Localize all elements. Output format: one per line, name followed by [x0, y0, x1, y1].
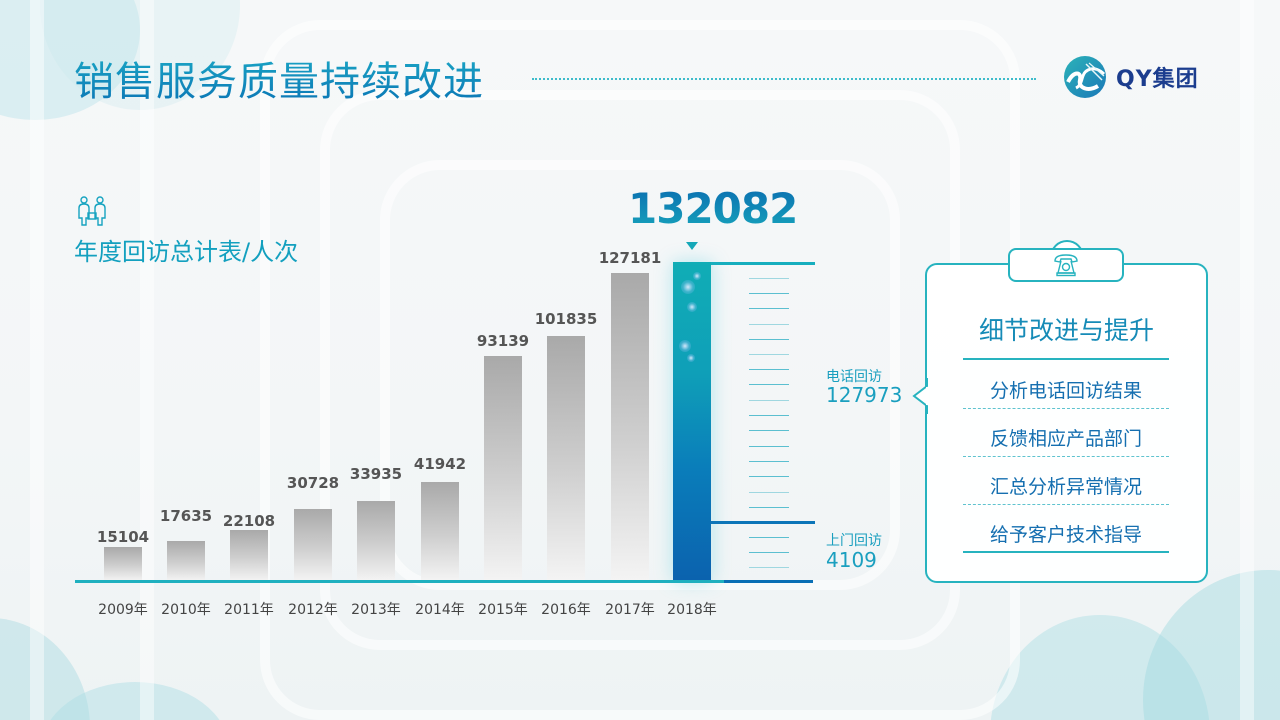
scale-tick	[749, 537, 789, 538]
x-axis-label: 2016年	[541, 602, 591, 618]
bar-2010	[167, 541, 205, 581]
scale-tick	[749, 552, 789, 553]
panel-list-item: 汇总分析异常情况	[989, 476, 1142, 498]
x-axis-label: 2010年	[161, 602, 211, 618]
x-axis-label: 2012年	[288, 602, 338, 618]
bar-value-label: 33935	[349, 465, 403, 483]
x-axis-label: 2009年	[98, 602, 148, 618]
panel-list-item: 反馈相应产品部门	[989, 428, 1142, 450]
bracket-vertical	[711, 262, 713, 582]
scale-tick	[749, 461, 789, 462]
bar-value-label: 15104	[96, 528, 150, 546]
bar-value-label: 127181	[598, 249, 662, 267]
bar-2014	[421, 482, 459, 581]
sparkle	[687, 302, 697, 312]
sparkle	[681, 280, 695, 294]
panel-item-divider	[963, 456, 1169, 457]
scale-tick	[749, 567, 789, 568]
phone-visit-label: 电话回访	[826, 369, 882, 385]
x-axis-label: 2014年	[415, 602, 465, 618]
business-people-icon	[78, 196, 106, 226]
bar-2013	[357, 501, 395, 581]
scale-tick	[749, 308, 789, 309]
phone-visit-value: 127973	[826, 383, 903, 407]
bar-2015	[484, 356, 522, 581]
panel-bottom-divider	[963, 551, 1169, 553]
chart-subtitle: 年度回访总计表/人次	[74, 238, 299, 266]
bracket-top-line	[711, 262, 815, 265]
panel-title-divider	[963, 358, 1169, 360]
onsite-visit-label: 上门回访	[826, 533, 882, 549]
bar-value-label: 22108	[222, 512, 276, 530]
scale-tick	[749, 446, 789, 447]
scale-tick	[749, 339, 789, 340]
bar-2009	[104, 547, 142, 581]
scale-tick	[749, 369, 789, 370]
x-axis-label: 2013年	[351, 602, 401, 618]
x-axis-label: 2017年	[605, 602, 655, 618]
scale-tick	[749, 400, 789, 401]
bar-2018-highlight	[673, 262, 712, 581]
chart-baseline-accent	[724, 580, 813, 583]
panel-list-item: 给予客户技术指导	[989, 524, 1142, 546]
panel-title: 细节改进与提升	[978, 316, 1154, 345]
scale-tick	[749, 476, 789, 477]
x-axis-label: 2015年	[478, 602, 528, 618]
panel-pointer-icon	[912, 378, 929, 414]
sparkle	[687, 354, 695, 362]
x-axis-label: 2018年	[667, 602, 717, 618]
scale-tick	[749, 278, 789, 279]
panel-item-divider	[963, 408, 1169, 409]
bar-2017	[611, 273, 649, 581]
scale-tick	[749, 324, 789, 325]
bar-value-label: 17635	[159, 507, 213, 525]
sparkle	[679, 340, 691, 352]
title-divider	[532, 78, 1036, 80]
bar-value-label: 30728	[286, 474, 340, 492]
chart-baseline	[75, 580, 813, 583]
logo-mark-icon	[1064, 56, 1106, 98]
panel-icon-tab	[1008, 248, 1124, 282]
bar-value-label: 41942	[413, 455, 467, 473]
bracket-divider-line	[711, 521, 815, 524]
scale-tick	[749, 293, 789, 294]
scale-tick	[749, 354, 789, 355]
scale-tick	[749, 492, 789, 493]
scale-tick	[749, 430, 789, 431]
pointer-down-icon	[686, 242, 698, 250]
improvement-panel	[925, 263, 1208, 583]
bar-2016	[547, 336, 585, 581]
scale-tick	[749, 415, 789, 416]
bar-2011	[230, 530, 268, 581]
logo-text: QY集团	[1116, 67, 1199, 92]
company-logo: QY集团	[1062, 54, 1199, 100]
telephone-icon	[1054, 254, 1078, 277]
panel-list-item: 分析电话回访结果	[989, 380, 1142, 402]
onsite-visit-value: 4109	[826, 548, 877, 572]
scale-tick	[749, 507, 789, 508]
sparkle	[693, 272, 701, 280]
page-title: 销售服务质量持续改进	[74, 56, 484, 108]
panel-item-divider	[963, 504, 1169, 505]
total-2018-value: 132082	[628, 184, 798, 233]
x-axis-label: 2011年	[224, 602, 274, 618]
bar-2012	[294, 509, 332, 581]
bar-value-label: 93139	[476, 332, 530, 350]
bar-value-label: 101835	[534, 310, 598, 328]
scale-tick	[749, 384, 789, 385]
